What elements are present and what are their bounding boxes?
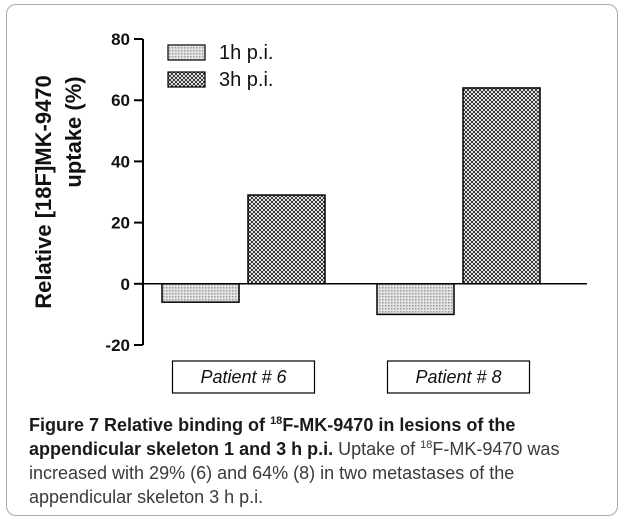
caption-text-b: F-MK-9470 was increased with 29% (6) and… bbox=[29, 439, 560, 507]
legend-label: 1h p.i. bbox=[219, 42, 273, 64]
bars bbox=[161, 87, 541, 316]
y-tick-label: 80 bbox=[111, 30, 130, 49]
category-labels: Patient # 6 Patient # 8 bbox=[171, 360, 531, 394]
bar bbox=[161, 283, 240, 303]
y-label-line-2: uptake (%) bbox=[61, 76, 86, 187]
bar-chart: Relative [18F]MK-9470 uptake (%) 80 60 40 20… bbox=[31, 30, 587, 394]
category-label: Patient # 6 bbox=[200, 367, 287, 387]
caption-title-sup: 18 bbox=[270, 415, 283, 427]
caption-title-a: Relative binding of bbox=[104, 415, 266, 435]
legend-swatch bbox=[167, 71, 206, 88]
bar bbox=[247, 194, 326, 285]
category-label: Patient # 8 bbox=[415, 367, 501, 387]
caption-text-a: Uptake of bbox=[338, 439, 416, 459]
y-tick-label: -20 bbox=[105, 336, 130, 355]
y-tick-label: 20 bbox=[111, 214, 130, 233]
bar bbox=[376, 283, 455, 316]
caption-title-b: F-MK-9470 in lesions of the appendicular… bbox=[29, 415, 516, 459]
category-label-box bbox=[386, 360, 531, 394]
y-tick-label: 40 bbox=[111, 152, 130, 171]
figure-frame: Relative [18F]MK-9470 uptake (%) 80 60 40 20… bbox=[6, 4, 618, 516]
legend: 1h p.i. 3h p.i. bbox=[167, 42, 273, 91]
category-label-box bbox=[171, 360, 316, 394]
y-axis-label: Relative [18F]MK-9470 uptake (%) bbox=[31, 75, 86, 309]
caption-figure-label: Figure 7 bbox=[29, 415, 100, 435]
legend-swatch bbox=[167, 44, 206, 61]
caption-text-sup: 18 bbox=[420, 439, 433, 451]
legend-label: 3h p.i. bbox=[219, 69, 273, 91]
figure-caption: Figure 7 Relative binding of 18F-MK-9470… bbox=[29, 413, 607, 509]
y-label-line-1: Relative [18F]MK-9470 bbox=[31, 75, 56, 309]
y-tick-label: 0 bbox=[121, 275, 130, 294]
bar bbox=[462, 87, 541, 285]
y-tick-label: 60 bbox=[111, 91, 130, 110]
